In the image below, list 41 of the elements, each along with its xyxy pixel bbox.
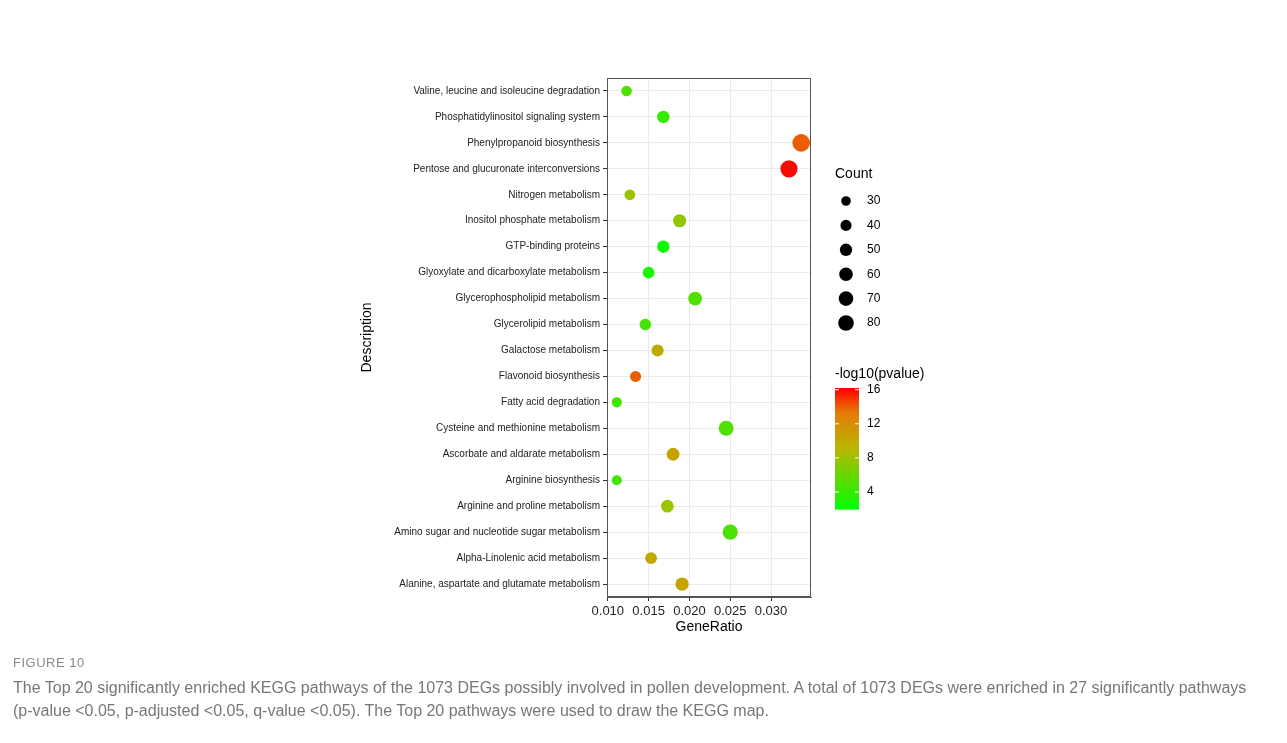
y-tick-label: Inositol phosphate metabolism bbox=[464, 214, 600, 226]
y-tick-label: Arginine and proline metabolism bbox=[457, 499, 600, 511]
x-tick-label: 0.025 bbox=[713, 603, 747, 619]
y-tick-label: Flavonoid biosynthesis bbox=[498, 370, 600, 382]
y-tick-label: GTP-binding proteins bbox=[505, 240, 600, 252]
y-tick-label: Phosphatidylinositol signaling system bbox=[434, 110, 600, 122]
y-axis-title: Description bbox=[358, 302, 375, 373]
color-bar-label: 4 bbox=[867, 484, 874, 499]
legend-label: 50 bbox=[867, 242, 881, 257]
color-bar-label: 8 bbox=[867, 450, 874, 465]
y-tick-label: Valine, leucine and isoleucine degradation bbox=[413, 84, 600, 96]
legend-label: 70 bbox=[867, 290, 881, 305]
y-tick-label: Ascorbate and aldarate metabolism bbox=[442, 448, 600, 460]
y-tick-label: Glycerophospholipid metabolism bbox=[455, 292, 600, 304]
x-tick-label: 0.020 bbox=[673, 603, 706, 619]
x-tick-label: 0.030 bbox=[754, 603, 788, 619]
y-tick-label: Arginine biosynthesis bbox=[505, 473, 600, 485]
y-tick-label: Alanine, aspartate and glutamate metabolism bbox=[399, 577, 600, 589]
color-bar-label: 12 bbox=[867, 416, 881, 431]
caption: FIGURE 10 bbox=[13, 655, 85, 670]
y-tick-label: Pentose and glucuronate interconversions bbox=[413, 162, 600, 174]
x-tick-label: 0.015 bbox=[632, 603, 665, 619]
y-tick-label: Glycerolipid metabolism bbox=[493, 318, 600, 330]
y-tick-label: Fatty acid degradation bbox=[501, 396, 600, 408]
x-tick-label: 0.010 bbox=[591, 603, 625, 619]
y-tick-label: Nitrogen metabolism bbox=[508, 188, 600, 200]
y-tick-label: Galactose metabolism bbox=[501, 344, 600, 356]
y-tick-label: Phenylpropanoid biosynthesis bbox=[467, 136, 600, 148]
y-tick-label: Amino sugar and nucleotide sugar metabolism bbox=[394, 525, 600, 537]
color-bar-title: -log10(pvalue) bbox=[835, 364, 925, 381]
y-tick-label: Alpha-Linolenic acid metabolism bbox=[456, 551, 600, 563]
y-tick-label: Cysteine and methionine metabolism bbox=[436, 422, 600, 434]
legend-label: 80 bbox=[867, 315, 881, 330]
y-tick-label: Glyoxylate and dicarboxylate metabolism bbox=[418, 266, 600, 278]
legend-label: 30 bbox=[867, 193, 881, 208]
x-axis-title: GeneRatio bbox=[675, 618, 743, 635]
color-bar-label: 16 bbox=[867, 382, 881, 397]
text: The Top 20 significantly enriched KEGG pathways of the 1073 DEGs possibly involved in pollen development. A total of 1073 DEGs were enriched in 27 significantly pathways (p-value <0.05, p-adjusted <0.05, q-value <0.05). The Top 20 pathways were used to draw the KEGG map. bbox=[13, 678, 1248, 721]
legend-label: 60 bbox=[867, 266, 881, 281]
legend-title: Count bbox=[835, 164, 873, 181]
legend-label: 40 bbox=[867, 217, 881, 232]
